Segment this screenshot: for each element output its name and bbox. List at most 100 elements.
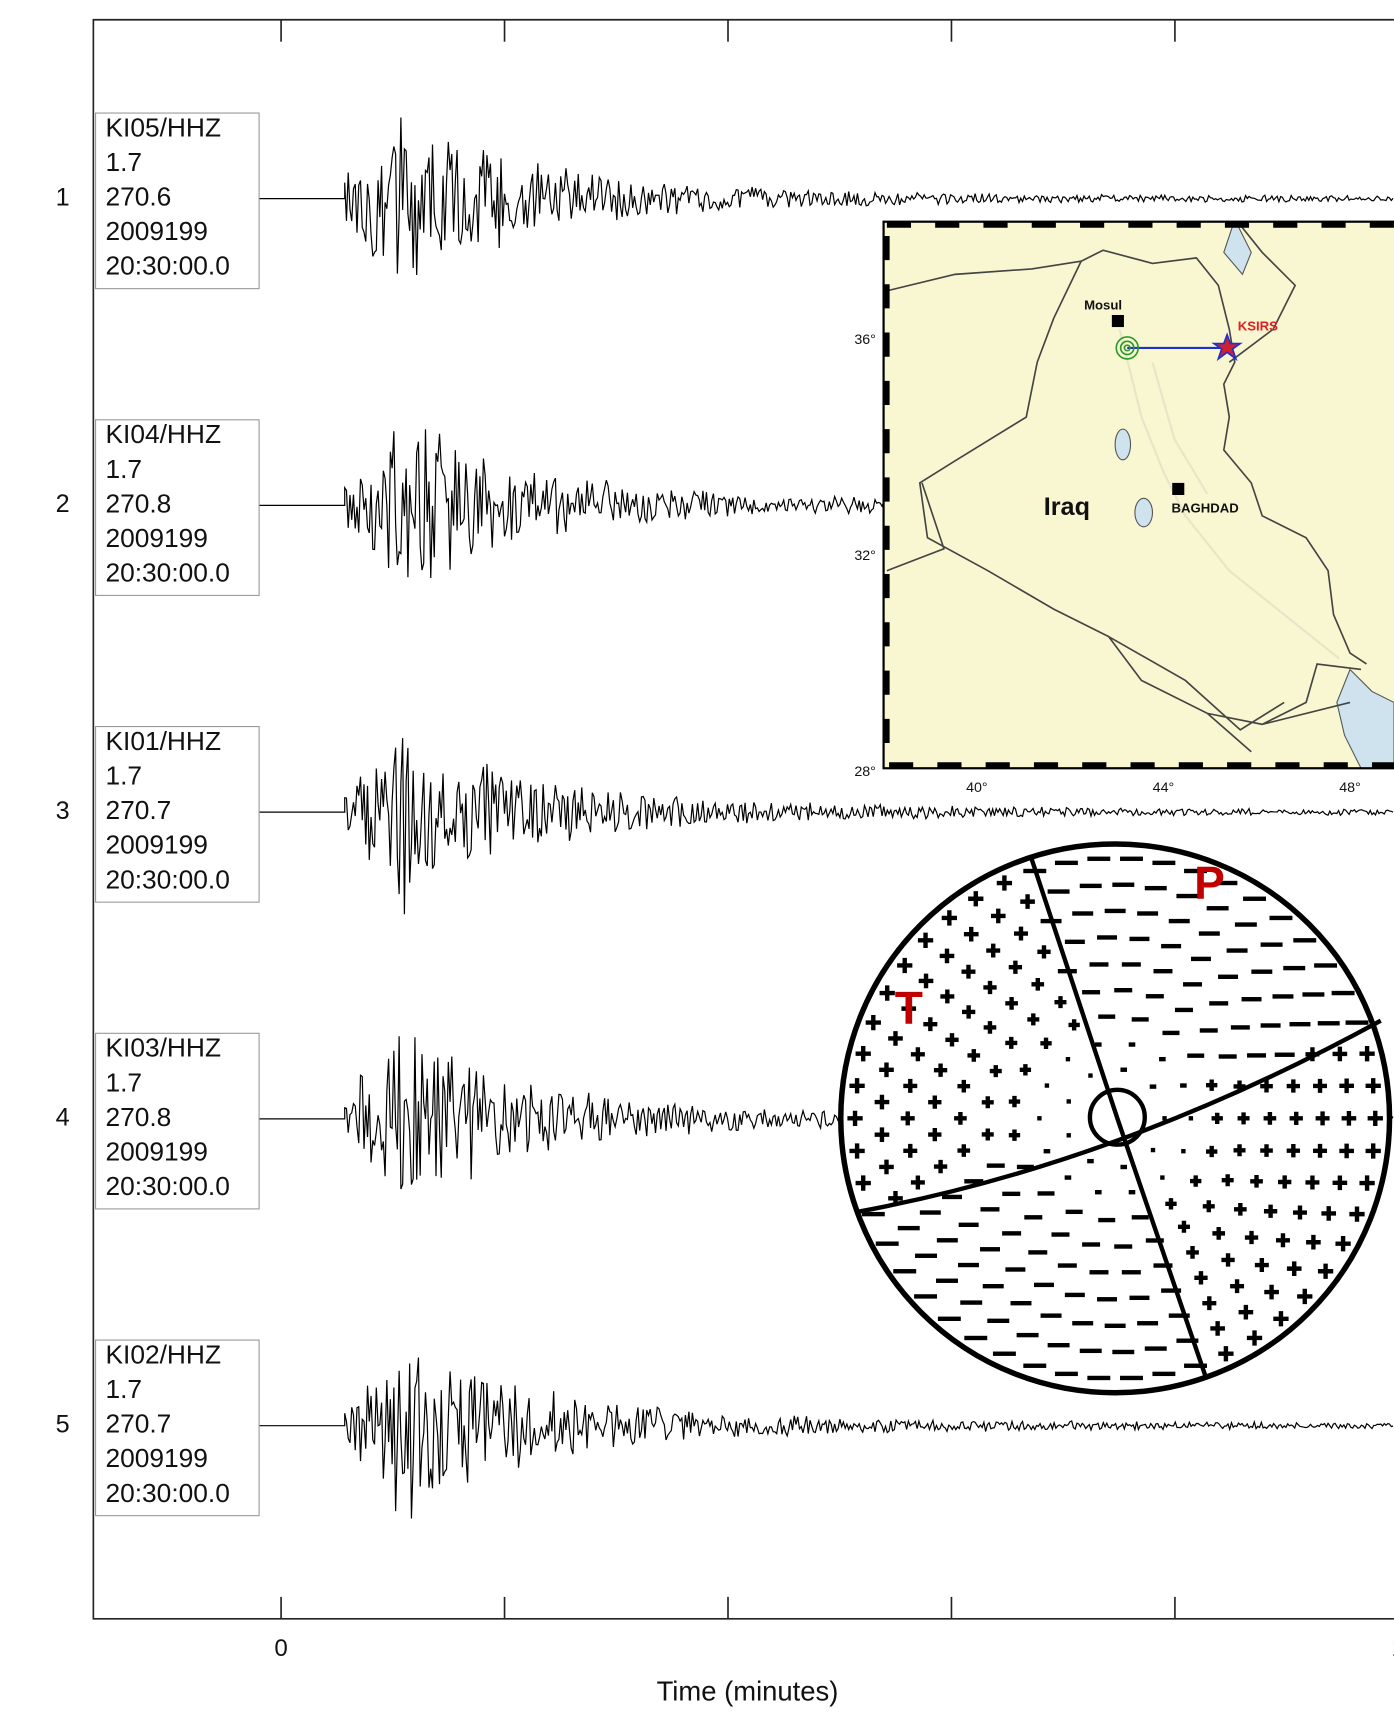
dilatation bbox=[1302, 992, 1325, 997]
dilatation bbox=[1176, 893, 1199, 899]
trace-label: 1.7 bbox=[105, 761, 142, 791]
dilatation bbox=[1043, 1149, 1051, 1154]
trace-label: 270.8 bbox=[105, 488, 171, 518]
compression bbox=[1317, 1263, 1334, 1279]
lake bbox=[1134, 497, 1154, 528]
water bbox=[1223, 221, 1394, 769]
dilatation bbox=[1087, 856, 1111, 861]
dilatation bbox=[915, 1253, 937, 1258]
compression bbox=[989, 1065, 1002, 1078]
compression bbox=[1244, 1230, 1259, 1245]
compression bbox=[917, 932, 934, 948]
map-background bbox=[883, 221, 1394, 769]
dilatation bbox=[1120, 856, 1143, 861]
trace-label: 2009199 bbox=[105, 1443, 207, 1473]
label-box bbox=[95, 112, 260, 290]
compression bbox=[1365, 1078, 1381, 1094]
compression bbox=[933, 1159, 948, 1174]
trace-label: 20:30:00.0 bbox=[105, 1171, 229, 1201]
compression bbox=[1260, 1079, 1273, 1093]
waveform bbox=[259, 1357, 1394, 1519]
trace-label: 1.7 bbox=[105, 1067, 142, 1097]
dilatation bbox=[982, 1283, 1004, 1289]
lat-label: 32° bbox=[854, 548, 876, 564]
dilatation bbox=[1129, 936, 1150, 942]
dilatation bbox=[1251, 969, 1273, 974]
dilatation bbox=[1079, 1348, 1102, 1354]
city-marker bbox=[1172, 482, 1185, 495]
compression bbox=[941, 910, 957, 926]
lat-label: 36° bbox=[854, 332, 876, 348]
dilatation bbox=[1104, 908, 1126, 914]
dilatation bbox=[1024, 1215, 1043, 1220]
dilatation bbox=[1293, 938, 1317, 943]
dilatation bbox=[1087, 1375, 1111, 1381]
dilatation bbox=[1180, 1083, 1187, 1088]
dilatation bbox=[1137, 1321, 1159, 1326]
dilatation bbox=[1064, 1292, 1085, 1298]
dilatation bbox=[958, 1262, 979, 1268]
trace-label: KI01/HHZ bbox=[105, 726, 221, 756]
compression bbox=[1305, 1175, 1320, 1190]
compression bbox=[849, 1078, 865, 1094]
x-tick-label: 1 bbox=[1392, 1635, 1394, 1662]
compression bbox=[918, 973, 934, 989]
compression bbox=[1210, 1321, 1225, 1336]
dilatation bbox=[1098, 1014, 1116, 1019]
polarity-symbols bbox=[847, 856, 1383, 1381]
dilatation bbox=[1054, 860, 1078, 866]
compression bbox=[1339, 1143, 1354, 1159]
plot-frame bbox=[92, 18, 1394, 1620]
compression bbox=[1031, 978, 1045, 991]
dilatation bbox=[960, 1300, 983, 1305]
dilatation bbox=[1199, 1028, 1218, 1033]
dilatation bbox=[1161, 943, 1182, 949]
dilatation bbox=[1153, 968, 1173, 974]
compression bbox=[1230, 1279, 1245, 1294]
compression bbox=[1263, 1112, 1277, 1125]
compression bbox=[1065, 1056, 1071, 1062]
dilatation bbox=[1005, 1267, 1026, 1272]
compression bbox=[849, 1143, 865, 1159]
compression bbox=[1238, 1304, 1254, 1320]
compression bbox=[847, 1110, 863, 1127]
compression bbox=[1008, 1095, 1021, 1108]
dilatation bbox=[1159, 1056, 1166, 1062]
compression bbox=[1202, 1200, 1215, 1213]
compression bbox=[945, 1033, 959, 1047]
city-label: Mosul bbox=[1084, 298, 1122, 313]
dilatation bbox=[1072, 911, 1094, 916]
compression bbox=[963, 926, 979, 942]
dilatation bbox=[1079, 883, 1102, 889]
dilatation bbox=[1064, 939, 1085, 945]
dilatation bbox=[914, 1294, 938, 1299]
country-label: Iraq bbox=[1044, 493, 1090, 521]
dilatation bbox=[1206, 906, 1229, 911]
dilatation bbox=[1120, 1067, 1128, 1072]
compression bbox=[1190, 1175, 1202, 1187]
compression bbox=[1237, 1112, 1250, 1125]
compression bbox=[910, 1175, 925, 1190]
compression bbox=[1278, 1175, 1292, 1189]
compression bbox=[1275, 1233, 1290, 1248]
dilatation bbox=[1331, 990, 1355, 996]
trace-label: 270.8 bbox=[105, 1102, 171, 1132]
station-marker bbox=[1211, 332, 1243, 362]
focal-mechanism: P T bbox=[838, 841, 1393, 1396]
dilatation bbox=[1114, 988, 1133, 993]
compression bbox=[1162, 1116, 1167, 1121]
center-circle bbox=[1087, 1087, 1147, 1147]
trace-number: 4 bbox=[56, 1104, 70, 1132]
x-axis: 01 bbox=[274, 19, 1394, 1662]
compression bbox=[1233, 1144, 1246, 1157]
dilatation bbox=[1087, 1158, 1094, 1164]
dilatation bbox=[942, 1194, 962, 1200]
dilatation bbox=[986, 1163, 1005, 1168]
dilatation bbox=[1168, 918, 1190, 924]
compression bbox=[903, 1143, 918, 1158]
dilatation bbox=[1260, 1023, 1281, 1028]
compression bbox=[1335, 1236, 1351, 1252]
t-label: T bbox=[895, 982, 923, 1034]
inset-map: Mosul BAGHDAD KSIRS Iraq 36° 32° 28° 40° 44°… bbox=[854, 220, 1394, 796]
